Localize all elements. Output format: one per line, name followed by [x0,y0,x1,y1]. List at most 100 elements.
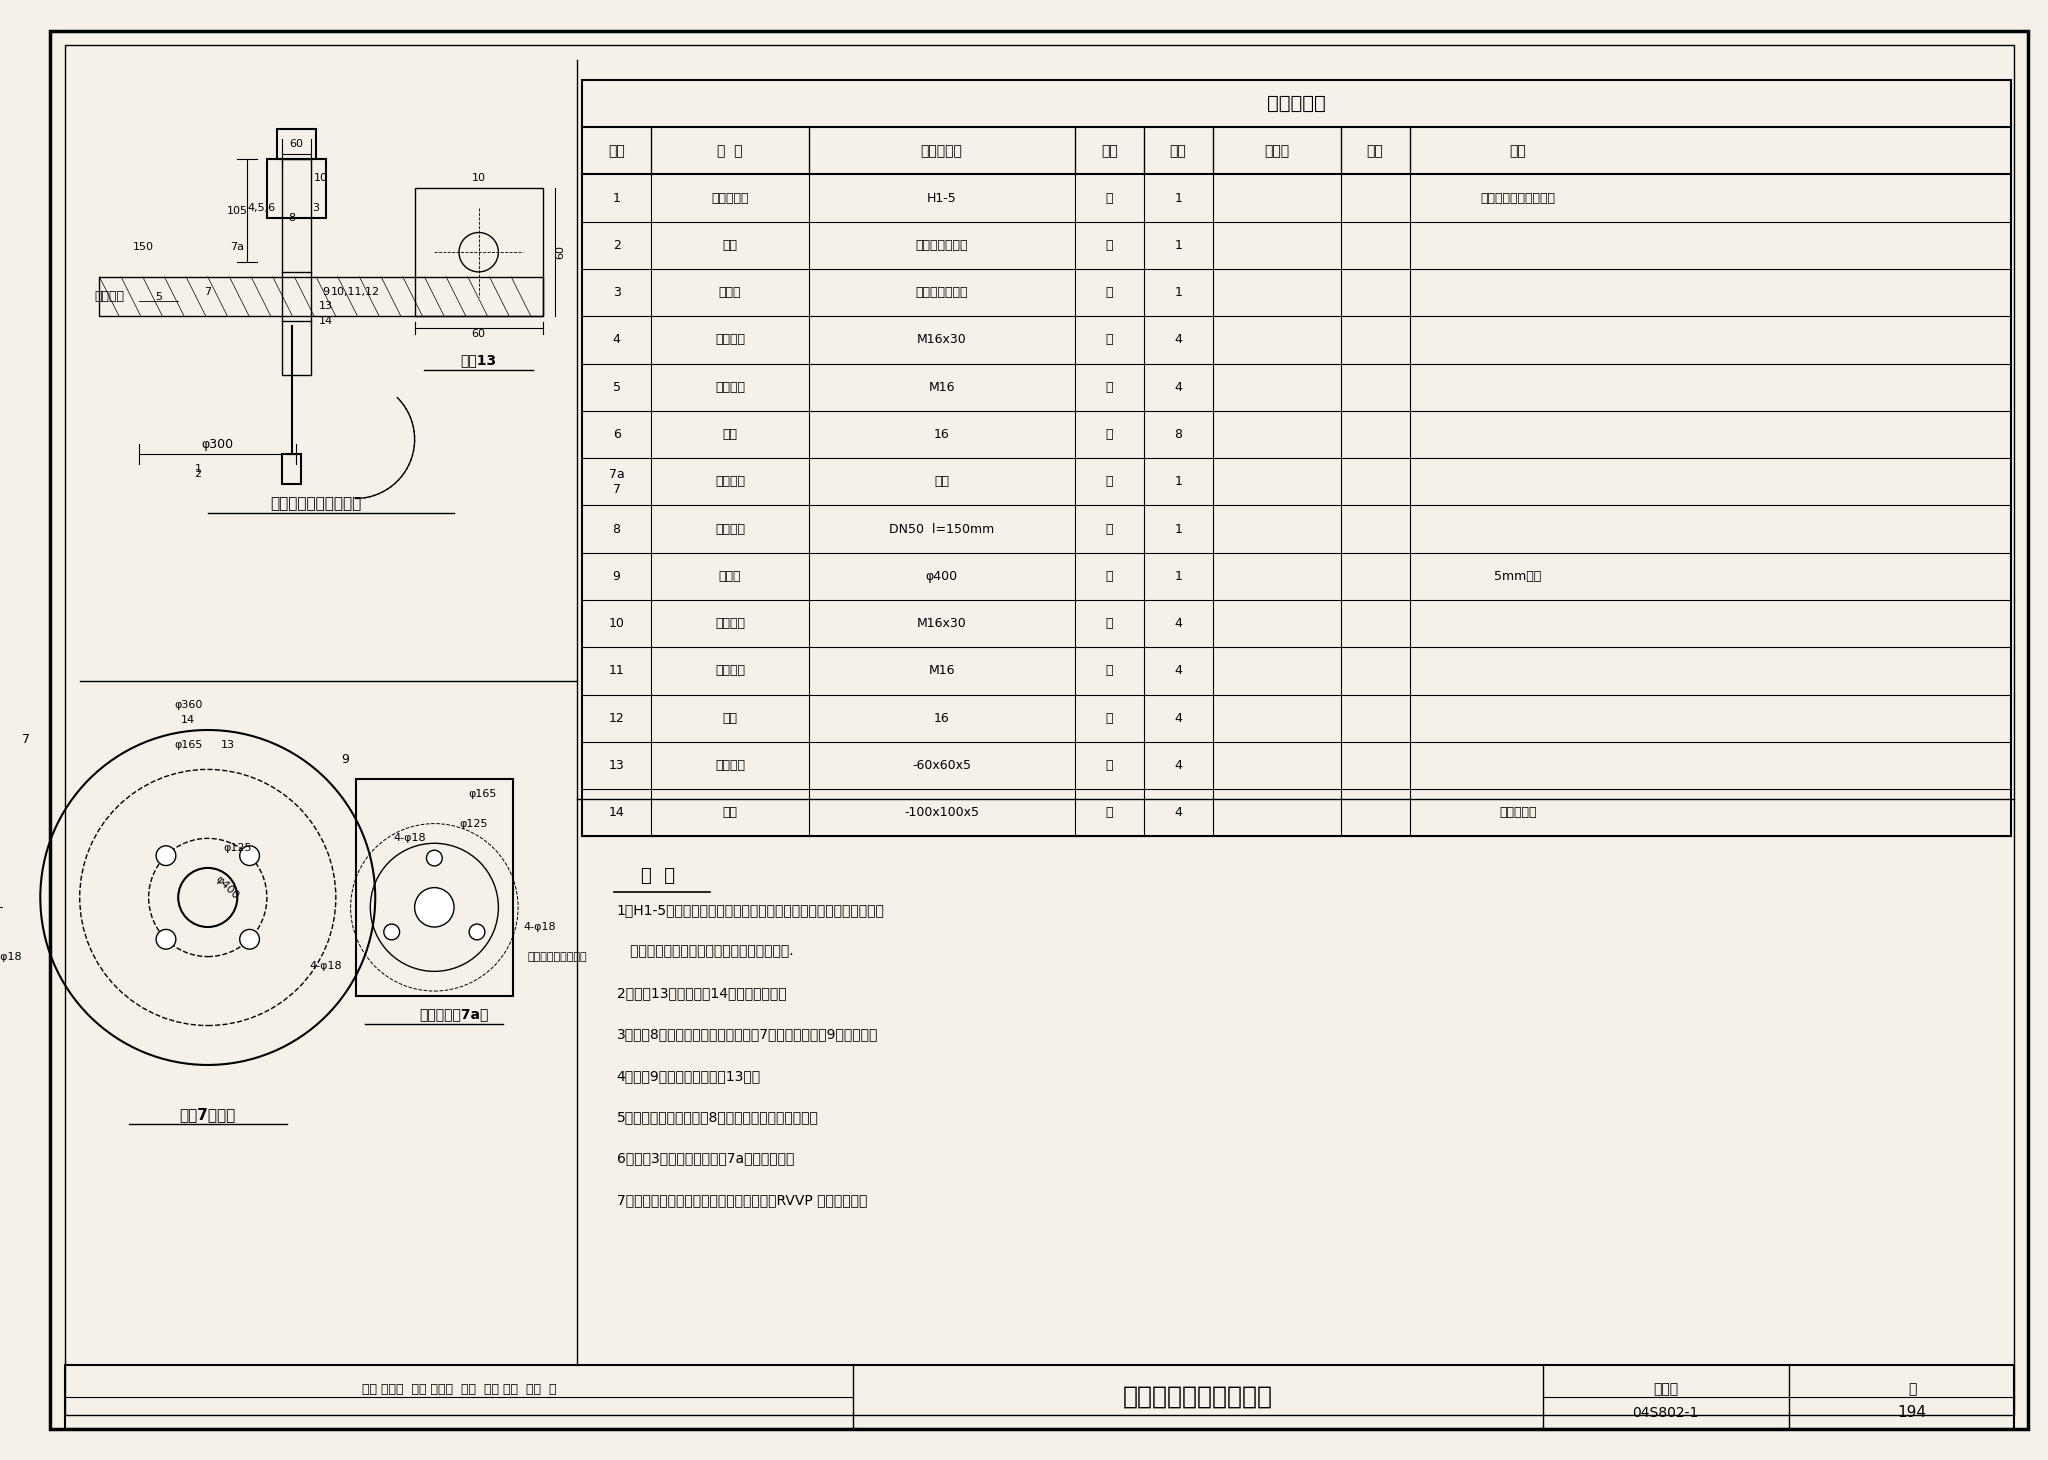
Text: 液深变送器支架安装图: 液深变送器支架安装图 [270,496,362,511]
Text: 安装配件: 安装配件 [715,759,745,772]
Text: 4-φ18: 4-φ18 [522,923,555,931]
Text: 数量: 数量 [1169,143,1186,158]
Text: 13: 13 [319,301,334,311]
Text: 单位: 单位 [1100,143,1118,158]
Text: 2: 2 [195,469,201,479]
Text: 9: 9 [342,753,350,766]
Text: M16: M16 [928,381,954,394]
Text: 法兰7大样图: 法兰7大样图 [180,1107,236,1121]
Text: 7: 7 [205,286,211,296]
Text: 1: 1 [1174,286,1182,299]
Text: 型号及规格: 型号及规格 [922,143,963,158]
Text: φ125: φ125 [459,819,487,829]
Circle shape [426,850,442,866]
Text: 接线盒: 接线盒 [719,286,741,299]
Text: 7: 7 [23,733,29,746]
Text: 人井平台: 人井平台 [94,291,125,304]
Text: 1: 1 [1174,569,1182,583]
Text: 9: 9 [612,569,621,583]
Text: 对: 对 [1106,476,1112,488]
Text: 5: 5 [156,292,162,302]
Text: 个: 个 [1106,664,1112,677]
Text: 4: 4 [1174,759,1182,772]
Text: 零件13: 零件13 [461,353,498,368]
Text: 说  明: 说 明 [641,867,676,885]
Text: 11: 11 [608,664,625,677]
Text: 标准图: 标准图 [1264,143,1288,158]
Text: 13: 13 [608,759,625,772]
Text: 6: 6 [612,428,621,441]
Text: DN50  l=150mm: DN50 l=150mm [889,523,995,536]
Text: 60: 60 [289,139,303,149]
Text: 7、从控制地点到液深变送器信号线，采用RVVP 型屏蔽电缆。: 7、从控制地点到液深变送器信号线，采用RVVP 型屏蔽电缆。 [616,1193,866,1207]
Text: 7a
7: 7a 7 [608,467,625,496]
Text: 2、序号13焊接在序号14土建预埋件上。: 2、序号13焊接在序号14土建预埋件上。 [616,986,786,1000]
Text: 3: 3 [612,286,621,299]
Text: H1-5: H1-5 [928,191,956,204]
Text: 长沙西门电气有限公司: 长沙西门电气有限公司 [1481,191,1556,204]
Text: 5: 5 [612,381,621,394]
Text: 4、序号9支承板固定于序号13上。: 4、序号9支承板固定于序号13上。 [616,1069,760,1083]
Text: 5、液深变送器穿过序号8镀锌钢管，自然沉入水中。: 5、液深变送器穿过序号8镀锌钢管，自然沉入水中。 [616,1110,819,1124]
Text: 16: 16 [934,711,950,724]
Text: 4: 4 [612,333,621,346]
Text: 10: 10 [313,174,328,184]
Text: φ360: φ360 [174,701,203,711]
Text: 16: 16 [934,428,950,441]
Text: 个: 个 [1106,286,1112,299]
Text: 1: 1 [195,464,201,475]
Text: 10: 10 [608,618,625,631]
Text: 3、序号8镀锌钢管两头分别焊在序号7安装法兰和序号9支承板上。: 3、序号8镀锌钢管两头分别焊在序号7安装法兰和序号9支承板上。 [616,1028,879,1041]
Bar [283,159,311,375]
Text: 图集号: 图集号 [1653,1383,1677,1396]
Text: 1: 1 [1174,523,1182,536]
Text: φ300: φ300 [201,438,233,451]
Text: 见图: 见图 [934,476,948,488]
Text: M16: M16 [928,664,954,677]
Text: 埋件: 埋件 [723,806,737,819]
Text: 12: 12 [608,711,625,724]
Text: 60: 60 [471,328,485,339]
Text: 根: 根 [1106,239,1112,251]
Text: 个: 个 [1106,711,1112,724]
Bar [356,780,514,996]
Text: 个: 个 [1106,618,1112,631]
Text: 7a: 7a [229,242,244,253]
Text: 土建已预埋: 土建已预埋 [1499,806,1536,819]
Text: 04S802-1: 04S802-1 [1632,1406,1700,1419]
Bar [276,128,315,159]
Circle shape [156,930,176,949]
Text: M16x30: M16x30 [918,333,967,346]
Text: 六角螺栓: 六角螺栓 [715,333,745,346]
Text: 13: 13 [221,740,233,750]
Text: 2: 2 [612,239,621,251]
Text: -60x60x5: -60x60x5 [911,759,971,772]
Text: 4: 4 [1174,664,1182,677]
Text: 14: 14 [180,715,195,726]
Bar [283,454,301,483]
Text: φ165: φ165 [174,740,203,750]
Text: 14: 14 [608,806,625,819]
Text: 液深变送器: 液深变送器 [711,191,750,204]
Text: 页: 页 [1909,1383,1917,1396]
Text: 4: 4 [1174,806,1182,819]
Text: 序号: 序号 [608,143,625,158]
Circle shape [156,845,176,866]
Text: 个: 个 [1106,381,1112,394]
Text: 1: 1 [1174,191,1182,204]
Text: 六角螺母: 六角螺母 [715,381,745,394]
Text: 根: 根 [1106,523,1112,536]
Text: 4: 4 [1174,333,1182,346]
Bar [414,188,543,317]
Text: 14: 14 [319,317,334,326]
Circle shape [469,924,485,940]
Text: φ125: φ125 [223,844,252,853]
Text: 审核 易曙光  校对 王通杖  审核  设计 陈储  佐盼  页: 审核 易曙光 校对 王通杖 审核 设计 陈储 佐盼 页 [362,1383,557,1396]
Text: 60: 60 [555,245,565,260]
Bar [582,80,2011,837]
Text: 4-φ18: 4-φ18 [309,962,342,971]
Text: 安装法兰: 安装法兰 [715,476,745,488]
Circle shape [414,888,455,927]
Text: 件: 件 [1106,569,1112,583]
Text: 8: 8 [612,523,621,536]
